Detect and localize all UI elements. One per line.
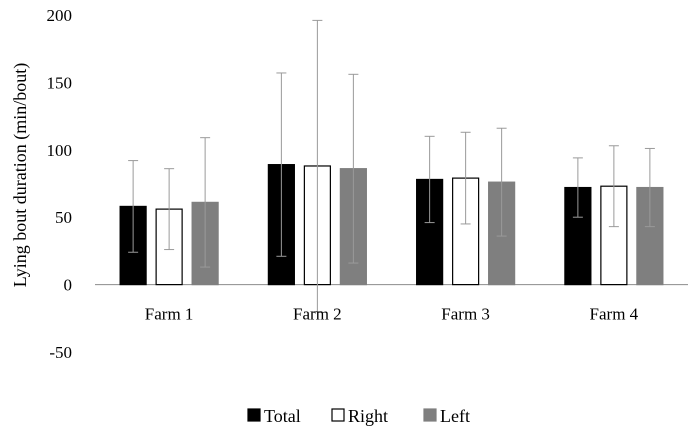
- y-tick-label: 150: [47, 73, 73, 92]
- legend-label-right: Right: [348, 406, 388, 426]
- legend-swatch-right: [331, 408, 345, 422]
- x-tick-label: Farm 2: [293, 305, 342, 324]
- x-tick-label: Farm 1: [145, 305, 194, 324]
- legend-swatch-left: [423, 408, 437, 422]
- legend-label-left: Left: [440, 406, 470, 426]
- y-tick-label: 0: [64, 276, 73, 295]
- legend: Total Right Left: [247, 406, 470, 426]
- x-tick-label: Farm 3: [441, 305, 490, 324]
- y-tick-label: 200: [47, 6, 73, 25]
- y-tick-label: 50: [55, 208, 72, 227]
- y-tick-label: -50: [49, 343, 72, 362]
- plot-area: -50 0 50 100 150 200 Farm 1 Farm 2 Farm 3 Farm 4: [47, 6, 688, 362]
- legend-label-total: Total: [264, 406, 301, 426]
- y-tick-label: 100: [47, 141, 73, 160]
- y-axis-title: Lying bout duration (min/bout): [10, 63, 31, 287]
- legend-swatch-total: [247, 408, 261, 422]
- x-tick-label: Farm 4: [590, 305, 639, 324]
